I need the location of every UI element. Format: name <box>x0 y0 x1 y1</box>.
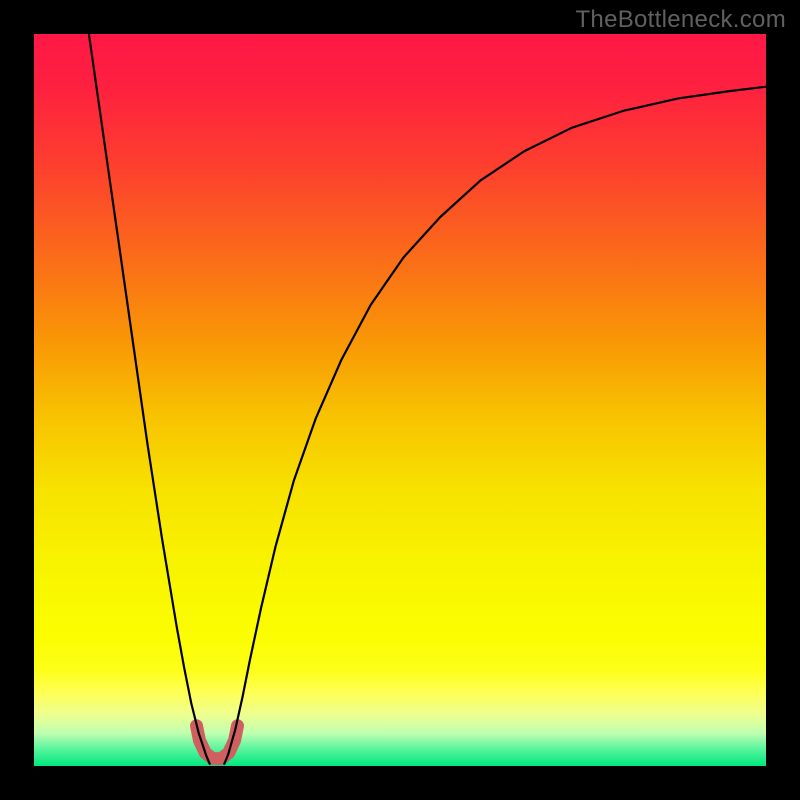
curve-layer <box>34 34 766 766</box>
plot-area <box>34 34 766 766</box>
watermark-text: TheBottleneck.com <box>575 6 786 34</box>
curve-right-branch <box>224 87 766 764</box>
curve-left-branch <box>89 34 210 764</box>
